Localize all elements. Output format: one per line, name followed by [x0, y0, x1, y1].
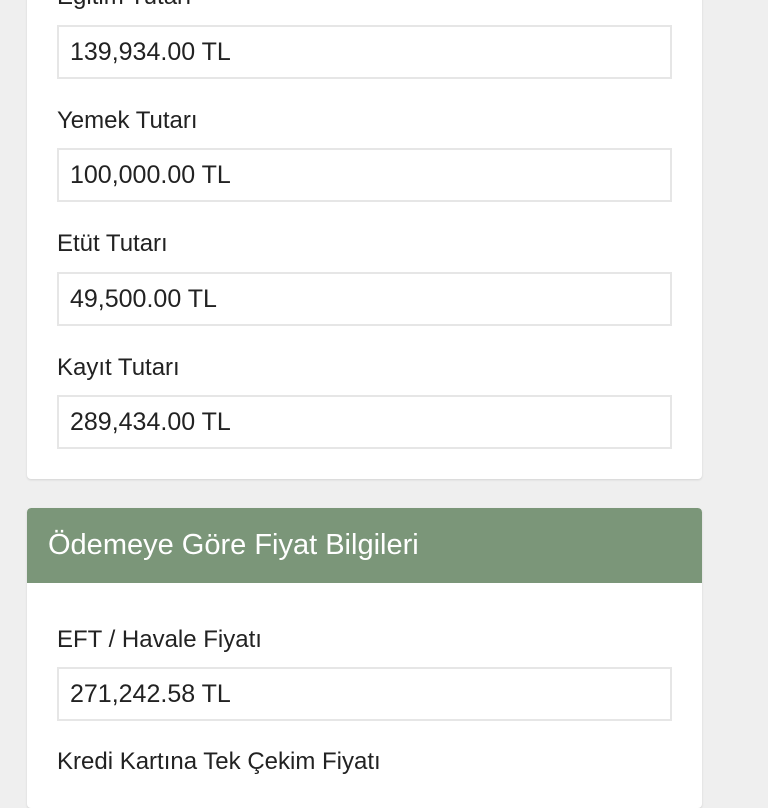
- fees-card: Eğitim Tutarı 139,934.00 TL Yemek Tutarı…: [27, 0, 702, 479]
- registration-fee-field[interactable]: 289,434.00 TL: [57, 395, 672, 449]
- education-fee-label: Eğitim Tutarı: [57, 0, 192, 11]
- payment-price-card-title: Ödemeye Göre Fiyat Bilgileri: [27, 508, 702, 583]
- education-fee-field[interactable]: 139,934.00 TL: [57, 25, 672, 79]
- study-fee-label: Etüt Tutarı: [57, 230, 168, 257]
- eft-price-label: EFT / Havale Fiyatı: [57, 626, 262, 653]
- eft-price-field[interactable]: 271,242.58 TL: [57, 667, 672, 721]
- credit-card-single-price-label: Kredi Kartına Tek Çekim Fiyatı: [57, 748, 381, 775]
- study-fee-field[interactable]: 49,500.00 TL: [57, 272, 672, 326]
- payment-price-card: Ödemeye Göre Fiyat Bilgileri EFT / Haval…: [27, 508, 702, 808]
- meal-fee-label: Yemek Tutarı: [57, 107, 198, 134]
- registration-fee-label: Kayıt Tutarı: [57, 354, 180, 381]
- meal-fee-field[interactable]: 100,000.00 TL: [57, 148, 672, 202]
